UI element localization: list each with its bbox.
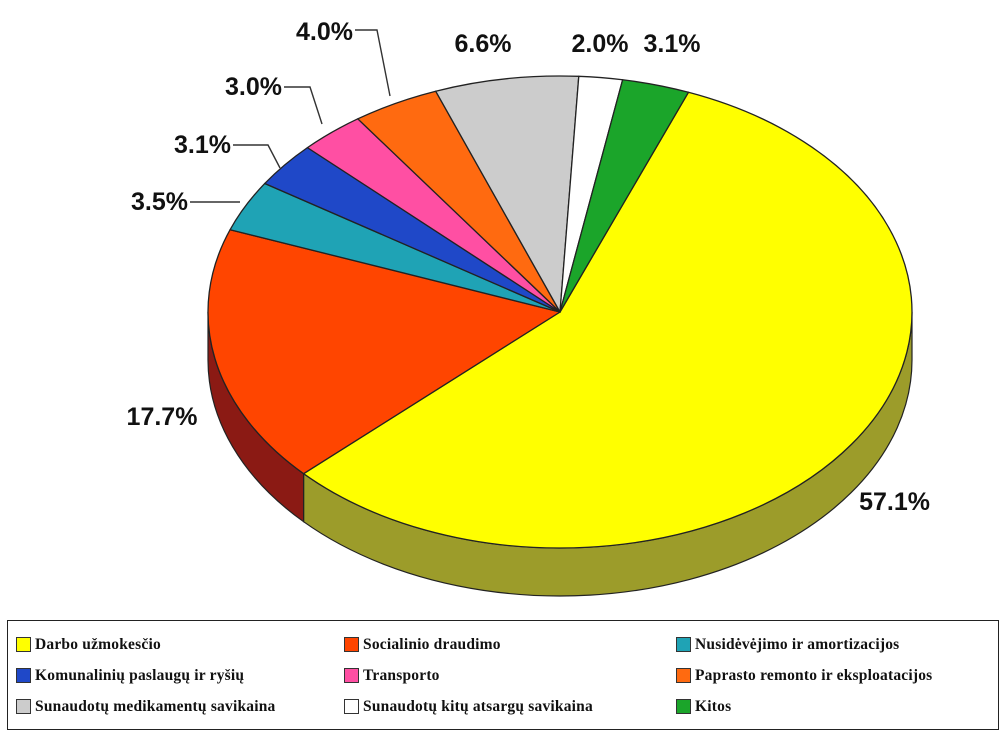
legend-swatch xyxy=(16,668,31,683)
legend-item-nusidevejimo-ir-amortizacijos: Nusidėvėjimo ir amortizacijos xyxy=(676,629,996,660)
legend-label: Nusidėvėjimo ir amortizacijos xyxy=(695,635,900,653)
legend-item-transporto: Transporto xyxy=(344,660,676,691)
legend-label: Paprasto remonto ir eksploatacijos xyxy=(695,666,933,684)
data-label-darbo-uzmokescio: 57.1% xyxy=(859,488,930,516)
legend-item-kitos: Kitos xyxy=(676,691,996,722)
legend-label: Transporto xyxy=(363,666,440,684)
legend-label: Sunaudotų kitų atsargų savikaina xyxy=(363,697,593,715)
data-labels: 57.1% 17.7% 3.5% 3.1% 3.0% 4.0% 6.6% 2.0% 3.1% xyxy=(127,18,930,516)
legend-swatch xyxy=(676,699,691,714)
legend-label: Darbo užmokesčio xyxy=(35,635,161,653)
data-label-sunaudotu-kitu-atsargu-savikaina: 2.0% xyxy=(572,30,629,58)
pie-top-layer xyxy=(207,75,913,549)
legend-item-socialinio-draudimo: Socialinio draudimo xyxy=(344,629,676,660)
legend-label: Sunaudotų medikamentų savikaina xyxy=(35,697,276,715)
legend-label: Socialinio draudimo xyxy=(363,635,501,653)
legend-item-darbo-uzmokescio: Darbo užmokesčio xyxy=(16,629,344,660)
data-label-sunaudotu-medikamentu-savikaina: 6.6% xyxy=(455,30,512,58)
legend-swatch xyxy=(16,637,31,652)
legend-swatch xyxy=(676,668,691,683)
data-label-transporto: 3.0% xyxy=(225,73,282,101)
leader-line-transporto xyxy=(284,86,323,125)
pie-slice-kitos xyxy=(559,79,690,313)
legend: Darbo užmokesčio Socialinio draudimo Nusid… xyxy=(7,620,999,730)
legend-swatch xyxy=(344,699,359,714)
pie-slice-darbo-uzmokescio xyxy=(302,91,913,549)
legend-label: Kitos xyxy=(695,697,732,715)
leader-line-paprasto-remonto-ir-eksploatacijos xyxy=(355,29,391,97)
leader-lines xyxy=(190,29,391,203)
data-label-paprasto-remonto-ir-eksploatacijos: 4.0% xyxy=(296,18,353,46)
legend-swatch xyxy=(344,668,359,683)
data-label-komunaliniu-paslaugu-ir-rysiu: 3.1% xyxy=(174,131,231,159)
legend-swatch xyxy=(676,637,691,652)
data-label-nusidevejimo-ir-amortizacijos: 3.5% xyxy=(131,188,188,216)
legend-label: Komunalinių paslaugų ir ryšių xyxy=(35,666,245,684)
legend-item-sunaudotu-medikamentu-savikaina: Sunaudotų medikamentų savikaina xyxy=(16,691,344,722)
data-label-kitos: 3.1% xyxy=(644,30,701,58)
legend-item-komunaliniu-paslaugu-ir-rysiu: Komunalinių paslaugų ir ryšių xyxy=(16,660,344,691)
data-label-socialinio-draudimo: 17.7% xyxy=(127,403,198,431)
leader-line-komunaliniu-paslaugu-ir-rysiu xyxy=(233,144,281,169)
legend-item-sunaudotu-kitu-atsargu-savikaina: Sunaudotų kitų atsargų savikaina xyxy=(344,691,676,722)
legend-swatch xyxy=(344,637,359,652)
legend-swatch xyxy=(16,699,31,714)
pie-chart: 57.1% 17.7% 3.5% 3.1% 3.0% 4.0% 6.6% 2.0% 3.1% xyxy=(127,18,930,597)
legend-item-paprasto-remonto-ir-eksploatacijos: Paprasto remonto ir eksploatacijos xyxy=(676,660,996,691)
pie-slice-sunaudotu-medikamentu-savikaina xyxy=(435,75,580,313)
legend-grid: Darbo užmokesčio Socialinio draudimo Nusid… xyxy=(16,629,998,729)
